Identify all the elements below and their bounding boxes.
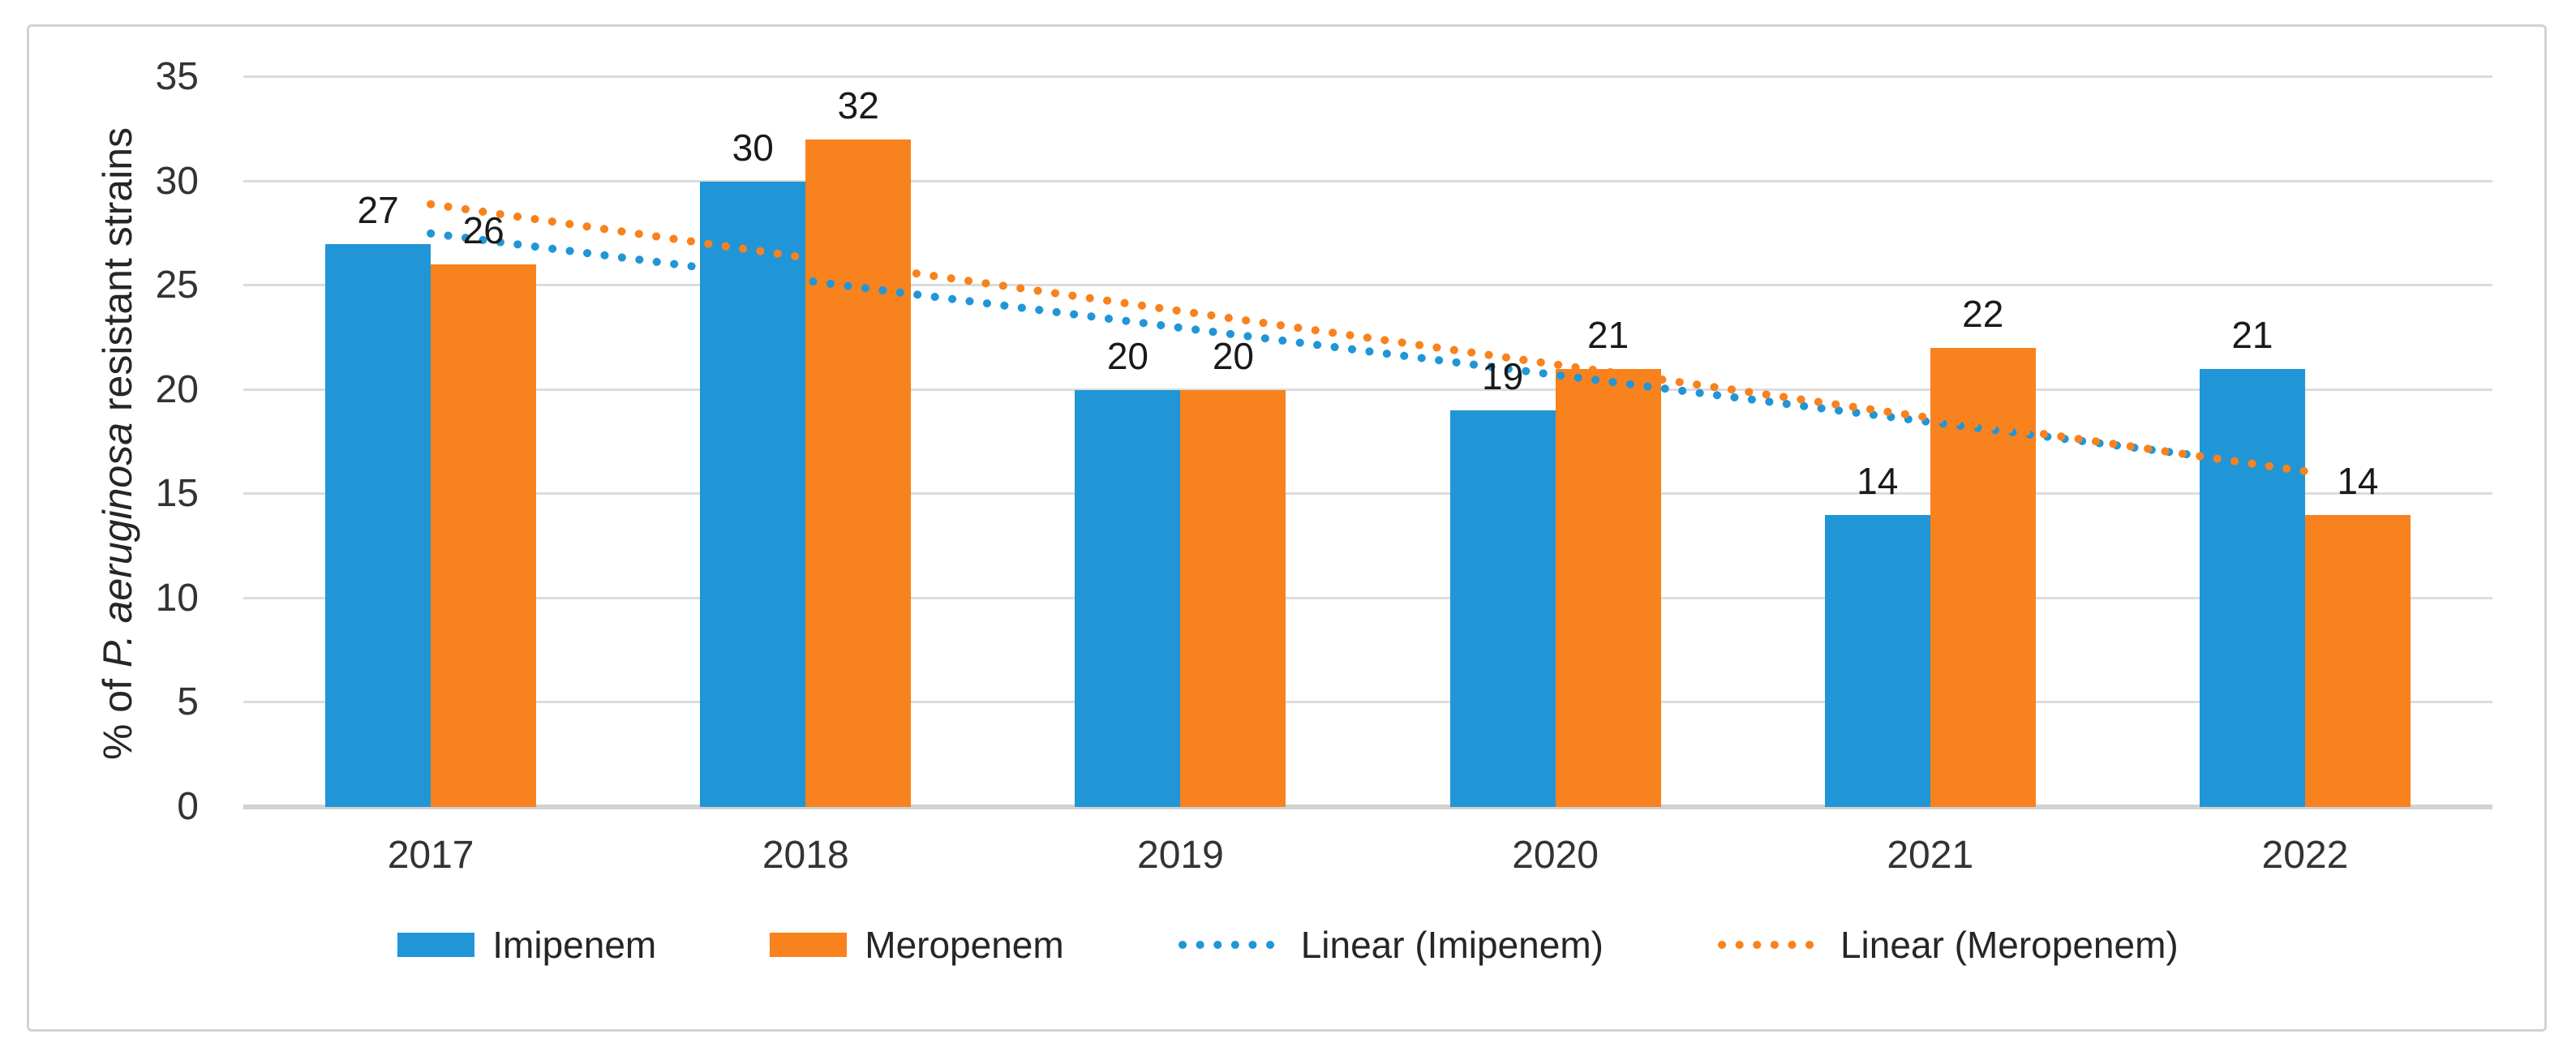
- legend-label: Linear (Meropenem): [1840, 924, 2179, 966]
- bar-meropenem: [2304, 515, 2411, 807]
- legend-item: Imipenem: [397, 921, 656, 969]
- y-tick-label: 0: [177, 785, 199, 828]
- bar-imipenem: [1824, 515, 1930, 807]
- bar-value-label: 14: [2337, 460, 2379, 502]
- x-tick-label: 2018: [762, 834, 849, 877]
- y-tick-label: 30: [155, 159, 199, 203]
- bar-meropenem: [1555, 369, 1661, 807]
- y-tick-label: 25: [155, 264, 199, 307]
- legend-dotted-line-swatch: [1717, 941, 1822, 949]
- x-tick-label: 2020: [1512, 834, 1599, 877]
- legend-item: Linear (Meropenem): [1717, 921, 2179, 969]
- bar-value-label: 30: [732, 126, 774, 169]
- bar-value-label: 27: [357, 188, 399, 231]
- x-tick-label: 2022: [2261, 834, 2349, 877]
- gridline-35: [243, 75, 2492, 78]
- bar-meropenem: [1180, 389, 1286, 807]
- bar-value-label: 21: [2231, 314, 2273, 356]
- legend-bar-swatch: [397, 933, 475, 957]
- bar-meropenem: [431, 264, 537, 807]
- legend-bar-swatch: [770, 933, 848, 957]
- bar-value-label: 21: [1586, 314, 1629, 356]
- legend-label: Linear (Imipenem): [1300, 924, 1604, 966]
- bar-value-label: 22: [1962, 293, 2004, 336]
- gridline-25: [243, 284, 2492, 287]
- bar-imipenem: [1449, 410, 1556, 807]
- gridline-5: [243, 701, 2492, 704]
- gridline-20: [243, 388, 2492, 391]
- plot-area: 27 26 30 32 20 20 19 21 14 22 21 14: [243, 75, 2492, 809]
- bar-value-label: 26: [462, 209, 504, 252]
- y-tick-label: 15: [155, 472, 199, 516]
- bar-imipenem: [2199, 369, 2305, 807]
- gridline-30: [243, 179, 2492, 182]
- bar-value-label: 19: [1481, 355, 1524, 398]
- bar-value-label: 20: [1212, 334, 1254, 377]
- legend-item: Linear (Imipenem): [1178, 921, 1604, 969]
- legend-dotted-line-swatch: [1178, 941, 1282, 949]
- y-tick-label: 10: [155, 576, 199, 620]
- y-tick-label: 35: [155, 55, 199, 98]
- x-tick-label: 2019: [1137, 834, 1224, 877]
- trendlines-layer: [427, 200, 2309, 475]
- gridline-0: [243, 805, 2492, 809]
- bar-imipenem: [1075, 389, 1181, 807]
- y-axis-title-species: P. aeruginosa: [95, 422, 140, 668]
- gridline-15: [243, 492, 2492, 496]
- bar-value-label: 20: [1106, 334, 1148, 377]
- x-tick-label: 2021: [1887, 834, 1974, 877]
- bar-imipenem: [700, 181, 806, 807]
- gridline-10: [243, 596, 2492, 599]
- legend-label: Imipenem: [492, 924, 657, 966]
- legend-label: Meropenem: [865, 924, 1064, 966]
- bar-imipenem: [325, 243, 431, 807]
- legend-item: Meropenem: [770, 921, 1064, 969]
- x-tick-label: 2017: [387, 834, 474, 877]
- bar-meropenem: [1930, 348, 2036, 807]
- bar-value-label: 32: [837, 84, 879, 127]
- trendline-linear-meropenem-: [427, 200, 2309, 475]
- bar-meropenem: [805, 139, 912, 807]
- legend: Imipenem Meropenem Linear (Imipenem) Linear…: [0, 912, 2576, 977]
- y-tick-label: 20: [155, 367, 199, 411]
- bar-value-label: 14: [1857, 460, 1899, 502]
- y-tick-label: 5: [177, 680, 199, 724]
